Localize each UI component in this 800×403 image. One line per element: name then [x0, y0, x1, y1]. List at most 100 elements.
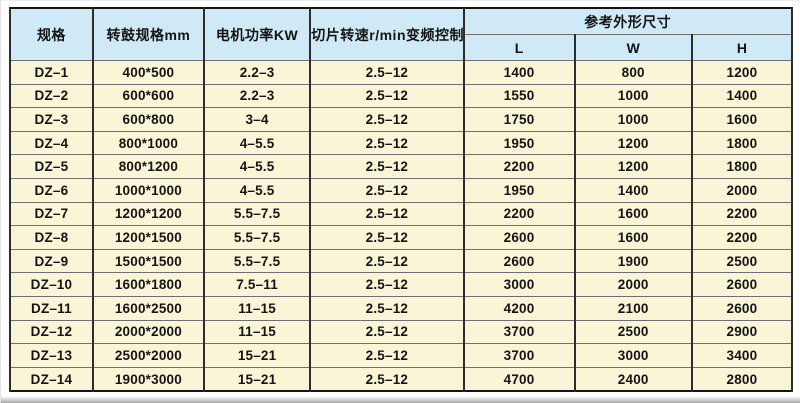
- cell-dim-l: 1550: [462, 83, 576, 109]
- table-row: DZ–6 1000*1000 4–5.5 2.5–12 1950 1400 2000: [9, 177, 794, 203]
- table-row: DZ–11 1600*2500 11–15 2.5–12 4200 2100 2600: [9, 295, 794, 321]
- cell-dim-h: 2600: [690, 295, 794, 321]
- cell-dim-h: 2200: [690, 201, 794, 227]
- cell-dim-l: 3000: [462, 272, 576, 297]
- cell-dim-h: 1400: [690, 83, 794, 109]
- cell-drum: 400*500: [91, 60, 205, 85]
- cell-motor: 4–5.5: [202, 130, 312, 156]
- cell-spec: DZ–13: [9, 343, 94, 368]
- cell-motor: 2.2–3: [202, 83, 312, 109]
- cell-motor: 2.2–3: [202, 60, 312, 85]
- header-spec: 规格: [9, 7, 94, 61]
- cell-spec: DZ–12: [9, 319, 94, 345]
- cell-dim-l: 4700: [462, 366, 576, 392]
- table-row: DZ–5 800*1200 4–5.5 2.5–12 2200 1200 1800: [9, 154, 794, 179]
- header-motor-power: 电机功率KW: [202, 7, 312, 61]
- table-header: 规格 转鼓规格mm 电机功率KW 切片转速r/min变频控制 参考外形尺寸 L …: [9, 7, 794, 61]
- cell-dim-l: 2200: [462, 201, 576, 227]
- cell-dim-w: 1900: [573, 248, 693, 274]
- cell-dim-h: 2500: [690, 248, 794, 274]
- cell-speed: 2.5–12: [309, 177, 465, 203]
- cell-dim-h: 2600: [690, 272, 794, 297]
- cell-drum: 1200*1500: [91, 225, 205, 250]
- cell-dim-h: 1200: [690, 60, 794, 85]
- table-row: DZ–9 1500*1500 5.5–7.5 2.5–12 2600 1900 2500: [9, 248, 794, 274]
- cell-drum: 1500*1500: [91, 248, 205, 274]
- cell-speed: 2.5–12: [309, 248, 465, 274]
- cell-dim-w: 2400: [573, 366, 693, 392]
- cell-dim-w: 2100: [573, 295, 693, 321]
- cell-motor: 4–5.5: [202, 154, 312, 179]
- table-row: DZ–1 400*500 2.2–3 2.5–12 1400 800 1200: [9, 60, 794, 85]
- page-bottom-shadow: [1, 396, 800, 403]
- cell-motor: 5.5–7.5: [202, 201, 312, 227]
- cell-drum: 600*800: [91, 107, 205, 132]
- cell-drum: 2000*2000: [91, 319, 205, 345]
- cell-dim-w: 1600: [573, 201, 693, 227]
- cell-motor: 4–5.5: [202, 177, 312, 203]
- cell-spec: DZ–14: [9, 366, 94, 392]
- cell-spec: DZ–2: [9, 83, 94, 109]
- cell-drum: 600*600: [91, 83, 205, 109]
- cell-speed: 2.5–12: [309, 343, 465, 368]
- cell-dim-h: 1600: [690, 107, 794, 132]
- cell-motor: 5.5–7.5: [202, 225, 312, 250]
- header-row-1: 规格 转鼓规格mm 电机功率KW 切片转速r/min变频控制 参考外形尺寸: [9, 7, 794, 61]
- cell-dim-w: 1000: [573, 107, 693, 132]
- table-row: DZ–2 600*600 2.2–3 2.5–12 1550 1000 1400: [9, 83, 794, 109]
- cell-dim-l: 2600: [462, 248, 576, 274]
- cell-speed: 2.5–12: [309, 83, 465, 109]
- cell-spec: DZ–5: [9, 154, 94, 179]
- header-dim-w: W: [573, 34, 693, 61]
- cell-spec: DZ–1: [9, 60, 94, 85]
- cell-speed: 2.5–12: [309, 154, 465, 179]
- header-dim-l: L: [462, 34, 576, 61]
- cell-motor: 15–21: [202, 343, 312, 368]
- table-row: DZ–7 1200*1200 5.5–7.5 2.5–12 2200 1600 2200: [9, 201, 794, 227]
- cell-dim-h: 3400: [690, 343, 794, 368]
- cell-drum: 800*1000: [91, 130, 205, 156]
- cell-speed: 2.5–12: [309, 366, 465, 392]
- cell-spec: DZ–6: [9, 177, 94, 203]
- header-dimensions-group: 参考外形尺寸: [462, 7, 794, 35]
- cell-dim-w: 1600: [573, 225, 693, 250]
- cell-motor: 11–15: [202, 319, 312, 345]
- cell-drum: 1200*1200: [91, 201, 205, 227]
- cell-dim-w: 1200: [573, 154, 693, 179]
- cell-spec: DZ–11: [9, 295, 94, 321]
- cell-dim-l: 1750: [462, 107, 576, 132]
- cell-motor: 7.5–11: [202, 272, 312, 297]
- header-dim-h: H: [690, 34, 794, 61]
- cell-dim-w: 1200: [573, 130, 693, 156]
- cell-drum: 1600*1800: [91, 272, 205, 297]
- cell-drum: 1000*1000: [91, 177, 205, 203]
- cell-dim-h: 1800: [690, 130, 794, 156]
- cell-motor: 3–4: [202, 107, 312, 132]
- cell-dim-l: 2200: [462, 154, 576, 179]
- cell-speed: 2.5–12: [309, 107, 465, 132]
- cell-drum: 2500*2000: [91, 343, 205, 368]
- spec-table: 规格 转鼓规格mm 电机功率KW 切片转速r/min变频控制 参考外形尺寸 L …: [9, 7, 794, 393]
- cell-dim-l: 2600: [462, 225, 576, 250]
- cell-dim-l: 1950: [462, 130, 576, 156]
- table-row: DZ–14 1900*3000 15–21 2.5–12 4700 2400 2800: [9, 366, 794, 392]
- cell-motor: 5.5–7.5: [202, 248, 312, 274]
- table-row: DZ–8 1200*1500 5.5–7.5 2.5–12 2600 1600 2200: [9, 225, 794, 250]
- cell-motor: 15–21: [202, 366, 312, 392]
- cell-speed: 2.5–12: [309, 295, 465, 321]
- cell-dim-w: 800: [573, 60, 693, 85]
- cell-dim-h: 2000: [690, 177, 794, 203]
- table-row: DZ–10 1600*1800 7.5–11 2.5–12 3000 2000 2600: [9, 272, 794, 297]
- cell-speed: 2.5–12: [309, 130, 465, 156]
- cell-dim-w: 1400: [573, 177, 693, 203]
- cell-dim-l: 3700: [462, 319, 576, 345]
- cell-spec: DZ–8: [9, 225, 94, 250]
- table-body: DZ–1 400*500 2.2–3 2.5–12 1400 800 1200 DZ–2 600…: [9, 60, 794, 392]
- cell-speed: 2.5–12: [309, 60, 465, 85]
- header-drum-size: 转鼓规格mm: [91, 7, 205, 61]
- cell-dim-h: 2800: [690, 366, 794, 392]
- cell-drum: 1900*3000: [91, 366, 205, 392]
- cell-dim-h: 2900: [690, 319, 794, 345]
- table-row: DZ–3 600*800 3–4 2.5–12 1750 1000 1600: [9, 107, 794, 132]
